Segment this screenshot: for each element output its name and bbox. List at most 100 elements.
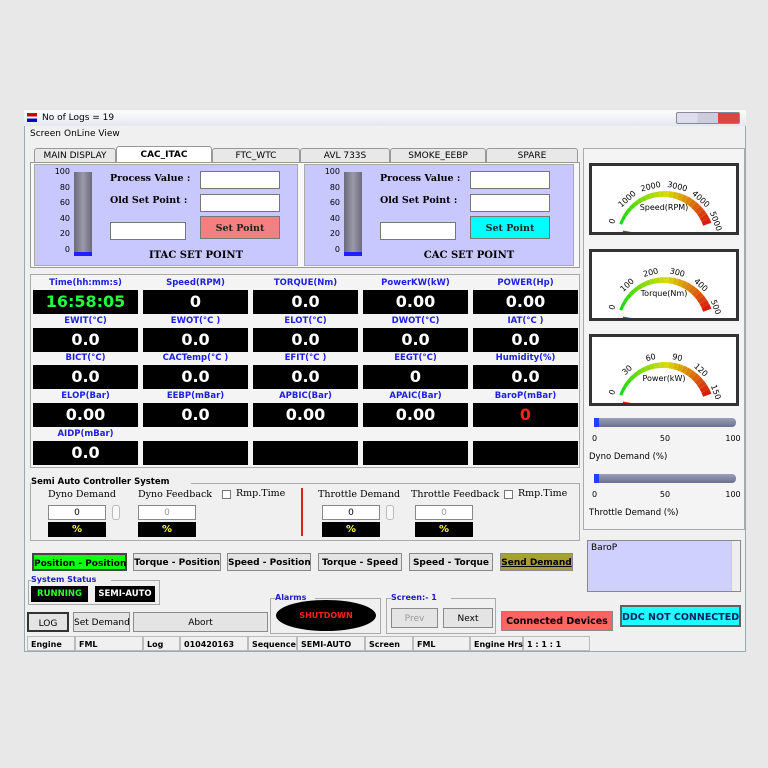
- scale-label: 60: [59, 198, 70, 207]
- setpoint-input[interactable]: [110, 222, 186, 240]
- mode-button[interactable]: Speed - Torque: [409, 553, 493, 571]
- gauge-arc: [684, 282, 693, 292]
- mode-button[interactable]: Speed - Position: [227, 553, 311, 571]
- window-controls[interactable]: [676, 112, 740, 124]
- gauge-tick: 300: [669, 266, 686, 278]
- reading-label: APBIC(Bar): [279, 391, 332, 401]
- level-bar: [344, 172, 362, 256]
- scale-label: 20: [59, 229, 70, 238]
- checkbox[interactable]: [222, 490, 231, 499]
- field-input[interactable]: 0: [415, 505, 473, 520]
- slider-label: Throttle Demand (%): [589, 508, 679, 518]
- slider-thumb: [594, 418, 599, 427]
- reading-value: 0: [473, 403, 578, 427]
- mode-button[interactable]: Send Demand: [500, 553, 573, 571]
- status-cell: 1 : 1 : 1: [523, 636, 590, 651]
- slider-label: Dyno Demand (%): [589, 452, 668, 462]
- baro-list[interactable]: BaroP: [587, 540, 741, 592]
- tab[interactable]: CAC_ITAC: [116, 146, 212, 163]
- checkbox[interactable]: [504, 490, 513, 499]
- slider-tick: 0: [592, 434, 598, 443]
- gauge-arc: [619, 390, 624, 396]
- spinner[interactable]: [112, 505, 120, 520]
- status-cell: Sequence: [248, 636, 297, 651]
- gauge-arc: [623, 210, 629, 217]
- tab[interactable]: SMOKE_EEBP: [390, 148, 486, 163]
- reading-value: 0.00: [363, 290, 468, 314]
- ramp-label: Rmp.Time: [236, 488, 286, 499]
- divider: [301, 488, 303, 536]
- reading-label: ELOT(°C): [284, 316, 327, 326]
- gauge-arc: [680, 365, 689, 374]
- reading-label: EWIT(°C): [64, 316, 107, 326]
- scale-label: 0: [334, 244, 340, 254]
- process-input[interactable]: [470, 171, 550, 189]
- status-item: SEMI-AUTO: [95, 586, 155, 602]
- level-fill: [74, 252, 92, 256]
- gauge-arc: [694, 291, 704, 301]
- window-title: No of Logs = 19: [42, 113, 115, 123]
- mode-button[interactable]: Position - Position: [32, 553, 127, 571]
- old-input[interactable]: [470, 194, 550, 212]
- old-input[interactable]: [200, 194, 280, 212]
- tab[interactable]: AVL 733S: [300, 148, 390, 163]
- gauge-arc: [619, 305, 624, 311]
- mode-button[interactable]: Torque - Speed: [318, 553, 402, 571]
- reading-label: PowerKW(kW): [381, 278, 450, 288]
- reading-value: 0.0: [253, 365, 358, 389]
- gauge-tick: 0: [607, 217, 617, 225]
- nav-button[interactable]: Prev: [391, 608, 438, 628]
- alarms-frame: [270, 598, 381, 634]
- mode-button[interactable]: Torque - Position: [133, 553, 221, 571]
- gauge-tick: 90: [671, 352, 683, 363]
- field-input[interactable]: 0: [48, 505, 106, 520]
- status-cell: Log: [143, 636, 180, 651]
- reading-value: 0.0: [33, 328, 138, 352]
- process-input[interactable]: [200, 171, 280, 189]
- reading-value: 0.0: [143, 365, 248, 389]
- screen-title: Screen:- 1: [391, 592, 451, 604]
- nav-button[interactable]: Next: [443, 608, 493, 628]
- action-button[interactable]: LOG: [27, 612, 69, 632]
- slider-track[interactable]: [594, 418, 736, 427]
- setpoint-button[interactable]: Set Point: [200, 216, 280, 239]
- setpoint-input[interactable]: [380, 222, 456, 240]
- reading-value: 0.0: [473, 328, 578, 352]
- scale-label: 60: [329, 198, 340, 207]
- reading-label: EFIT(°C ): [284, 353, 327, 363]
- slider-track[interactable]: [594, 474, 736, 483]
- field-label: Throttle Feedback: [411, 489, 500, 500]
- slider-tick: 0: [592, 490, 598, 499]
- gauge-tick: 0: [607, 388, 617, 396]
- menu-item[interactable]: Screen: [30, 129, 61, 139]
- spinner[interactable]: [386, 505, 394, 520]
- status-cell: 010420163: [180, 636, 248, 651]
- unit-box: %: [48, 522, 106, 537]
- gauge-label: Torque(Nm): [640, 289, 688, 298]
- gauge-arc: [694, 205, 704, 215]
- connected-devices[interactable]: Connected Devices: [501, 611, 613, 631]
- setpoint-button[interactable]: Set Point: [470, 216, 550, 239]
- scrollbar[interactable]: [731, 541, 740, 591]
- reading-value: 0.0: [33, 441, 138, 465]
- tab[interactable]: SPARE: [486, 148, 578, 163]
- menu-item[interactable]: OnLine View: [64, 129, 120, 139]
- old-label: Old Set Point :: [110, 195, 188, 206]
- title-bar: [24, 110, 746, 126]
- field-input[interactable]: 0: [138, 505, 196, 520]
- action-button[interactable]: Abort: [133, 612, 268, 632]
- gauge-arc: [629, 374, 636, 381]
- gauge-tick: 0: [607, 303, 617, 311]
- scale-label: 0: [64, 244, 70, 254]
- reading-value: 0: [143, 290, 248, 314]
- gauge-frame: [589, 249, 739, 321]
- tab[interactable]: MAIN DISPLAY: [34, 148, 116, 163]
- reading-label: EEBP(mBar): [166, 391, 225, 401]
- action-button[interactable]: Set Demand: [73, 612, 130, 632]
- reading-label: TORQUE(Nm): [273, 278, 338, 288]
- field-input[interactable]: 0: [322, 505, 380, 520]
- tab[interactable]: FTC_WTC: [212, 148, 300, 163]
- scale-label: 80: [59, 182, 70, 192]
- gauge-arc: [694, 376, 704, 386]
